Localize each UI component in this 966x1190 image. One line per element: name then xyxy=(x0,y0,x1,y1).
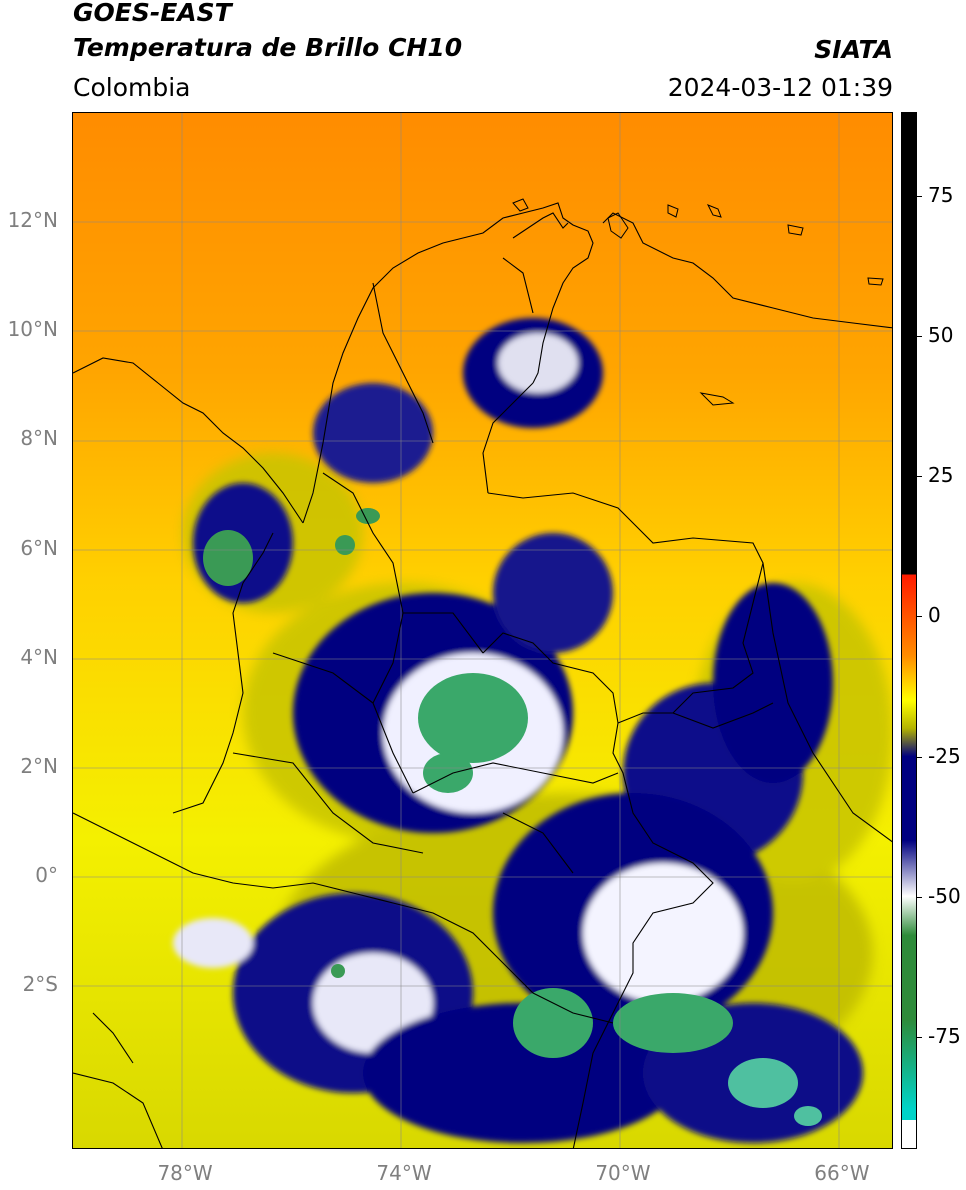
colorbar-tick-label: -50 xyxy=(928,883,961,908)
cold-tops xyxy=(203,508,822,1126)
brand-label: SIATA xyxy=(814,35,893,64)
colorbar-tick-mark xyxy=(917,476,922,478)
lat-tick-label: 8°N xyxy=(20,426,58,451)
lat-tick-label: 0° xyxy=(35,863,58,888)
map-panel[interactable] xyxy=(72,112,893,1149)
lat-tick-label: 2°N xyxy=(20,753,58,778)
colorbar-tick-label: 25 xyxy=(928,463,954,488)
map-canvas xyxy=(73,113,892,1148)
islands xyxy=(512,198,884,406)
lat-tick-label: 4°N xyxy=(20,644,58,669)
satellite-title: GOES-EAST xyxy=(73,0,232,27)
lat-tick-label: 6°N xyxy=(20,535,58,560)
colorbar-tick-label: 50 xyxy=(928,323,954,348)
colorbar-tick-label: -25 xyxy=(928,743,961,768)
lat-tick-label: 2°S xyxy=(22,972,58,997)
lon-tick-label: 74°W xyxy=(376,1161,432,1185)
colorbar-tick-mark xyxy=(917,616,922,618)
lon-tick-label: 78°W xyxy=(157,1161,213,1185)
colorbar-tick-mark xyxy=(917,336,922,338)
colorbar-tick-label: 0 xyxy=(928,603,941,628)
datetime-label: 2024-03-12 01:39 xyxy=(667,73,893,102)
colorbar-tick-mark xyxy=(917,196,922,198)
lon-tick-label: 66°W xyxy=(814,1161,870,1185)
lat-tick-label: 10°N xyxy=(7,317,58,342)
colorbar-tick-mark xyxy=(917,756,922,758)
temperature-colorbar xyxy=(901,112,917,1149)
lon-tick-label: 70°W xyxy=(595,1161,651,1185)
boundaries xyxy=(73,202,892,1148)
colorbar-tick-mark xyxy=(917,896,922,898)
lat-tick-label: 12°N xyxy=(7,208,58,233)
graticule xyxy=(73,113,892,1148)
colorbar-tick-mark xyxy=(917,1036,922,1038)
product-title: Temperatura de Brillo CH10 xyxy=(73,33,463,62)
colorbar-tick-label: -75 xyxy=(928,1023,961,1048)
colorbar-tick-label: 75 xyxy=(928,183,954,208)
region-label: Colombia xyxy=(73,73,191,102)
